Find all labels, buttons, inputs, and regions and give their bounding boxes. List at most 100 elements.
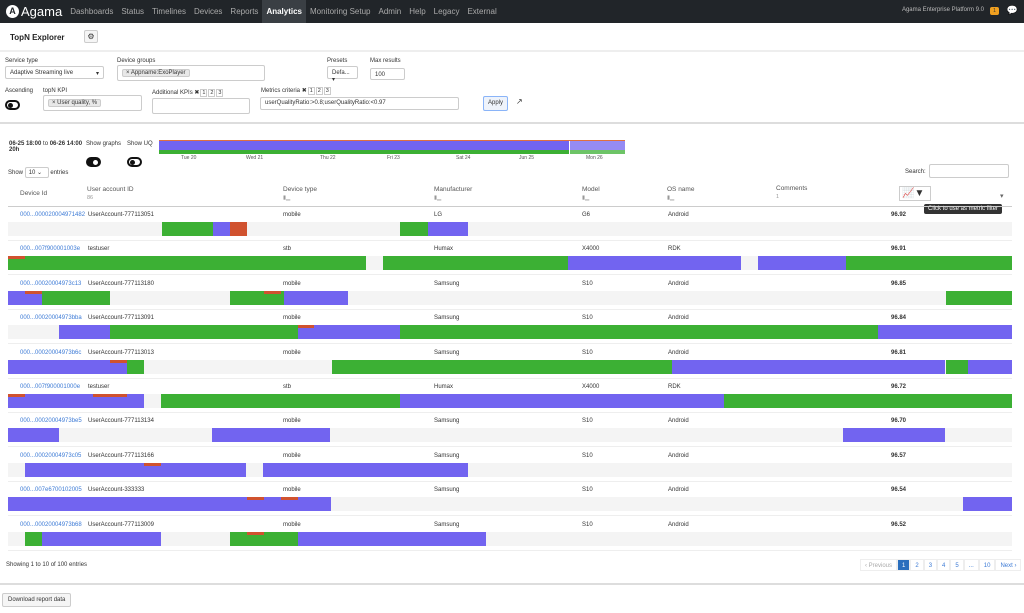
session-timeline-bar[interactable] bbox=[8, 497, 1012, 512]
clear-x-icon[interactable]: ✖ bbox=[301, 88, 307, 94]
pagination-page-3[interactable]: 3 bbox=[923, 559, 938, 571]
timeline-selection-window[interactable] bbox=[569, 141, 625, 155]
header-model[interactable]: Model ▮▁ bbox=[582, 186, 600, 201]
header-device-id[interactable]: Device Id bbox=[20, 190, 48, 197]
device-id-link[interactable]: 000...00020004973b6c bbox=[20, 349, 82, 356]
presets-select[interactable]: Defa... ▾ bbox=[327, 66, 358, 83]
nav-analytics[interactable]: Analytics bbox=[262, 0, 307, 23]
pagination-next[interactable]: Next › bbox=[995, 559, 1022, 571]
topn-kpi-tag[interactable]: × User quality, % bbox=[48, 99, 102, 107]
search-input[interactable] bbox=[929, 164, 1009, 178]
timeline-segment-bad bbox=[281, 497, 298, 501]
timeline-segment-good bbox=[332, 359, 672, 374]
device-id-link[interactable]: 000...00020004973bba bbox=[20, 315, 82, 322]
kpi-slot-1[interactable]: 1 bbox=[200, 89, 208, 97]
criteria-slot-1[interactable]: 1 bbox=[307, 87, 315, 95]
device-id-link[interactable]: 000...00020004973c13 bbox=[20, 280, 82, 287]
device-type: stb bbox=[283, 246, 292, 253]
topn-kpi-input[interactable]: × User quality, % bbox=[43, 95, 142, 111]
kpi-slot-3[interactable]: 3 bbox=[216, 89, 224, 97]
session-timeline-bar[interactable] bbox=[8, 531, 1012, 546]
pagination: ‹ Previous 1 2 3 4 5... 10 Next › bbox=[860, 559, 1022, 571]
agama-logo[interactable]: A Agama bbox=[6, 4, 62, 19]
show-uq-toggle[interactable] bbox=[127, 157, 142, 167]
header-manufacturer[interactable]: Manufacturer ▮▁ bbox=[434, 186, 472, 201]
nav-reports[interactable]: Reports bbox=[230, 7, 259, 16]
header-device-type[interactable]: Device type ▮▁ bbox=[283, 186, 317, 201]
device-id-link[interactable]: 000...007f900001003e bbox=[20, 246, 81, 253]
session-timeline-bar[interactable] bbox=[8, 256, 1012, 271]
table-row: 000...00020004973b68 UserAccount-77711300… bbox=[8, 517, 1012, 551]
service-type-select[interactable]: Adaptive Streaming live ▾ bbox=[5, 66, 104, 79]
kpi-value: 96.85 bbox=[891, 280, 907, 287]
chart-icon[interactable]: 📈 bbox=[902, 188, 915, 199]
device-id-link[interactable]: 000...007e6700102005 bbox=[20, 487, 82, 494]
pagination-page-4[interactable]: 4 bbox=[937, 559, 951, 571]
session-timeline-bar[interactable] bbox=[8, 222, 1012, 236]
os-name: RDK bbox=[668, 384, 681, 390]
pagination-page-2[interactable]: 2 bbox=[910, 559, 924, 571]
timeline-segment-mid bbox=[298, 531, 486, 546]
table-row: 000...00020004973b6c UserAccount-77711301… bbox=[8, 345, 1012, 379]
entries-select[interactable]: 10 ⌄ bbox=[24, 167, 49, 178]
manufacturer: LG bbox=[434, 212, 443, 218]
nav-status[interactable]: Status bbox=[121, 7, 145, 16]
pagination-page-5[interactable]: 5 bbox=[950, 559, 964, 571]
session-timeline-bar[interactable] bbox=[8, 394, 1012, 408]
kpi-slot-2[interactable]: 2 bbox=[208, 89, 216, 97]
device-id-link[interactable]: 000...00020004973be5 bbox=[20, 418, 82, 425]
session-timeline-bar[interactable] bbox=[8, 290, 1012, 305]
nav-external[interactable]: External bbox=[467, 7, 497, 16]
nav-admin[interactable]: Admin bbox=[378, 7, 402, 16]
pagination-previous[interactable]: ‹ Previous bbox=[860, 559, 898, 571]
device-id-link[interactable]: 000...00020004973b68 bbox=[20, 521, 82, 528]
max-results-input[interactable]: 100 bbox=[370, 68, 405, 80]
device-id-link[interactable]: 000...00020004973c05 bbox=[20, 452, 82, 459]
header-user-account[interactable]: User account ID 86 bbox=[87, 186, 134, 201]
header-comments[interactable]: Comments 1 bbox=[776, 185, 807, 200]
kpi-value: 96.54 bbox=[891, 487, 907, 494]
nav-help[interactable]: Help bbox=[409, 7, 426, 16]
pagination-page-10[interactable]: 10 bbox=[978, 559, 996, 571]
timeline-segment-mid bbox=[672, 359, 945, 374]
metrics-criteria-input[interactable]: userQualityRatio:>0.8;userQualityRatio:<… bbox=[260, 97, 459, 110]
external-link-icon[interactable]: ↗ bbox=[516, 97, 523, 106]
os-name: Android bbox=[668, 315, 689, 322]
additional-kpis-input[interactable] bbox=[152, 98, 250, 114]
session-timeline-bar[interactable] bbox=[8, 359, 1012, 374]
device-id-link[interactable]: 000...000020004971482 bbox=[20, 212, 86, 218]
device-group-tag[interactable]: × Appname:ExoPlayer bbox=[122, 69, 190, 77]
pagination-page-1[interactable]: 1 bbox=[897, 559, 911, 571]
session-timeline-bar[interactable] bbox=[8, 428, 1012, 443]
timeline-segment-mid bbox=[843, 428, 945, 443]
timeline-segment-good bbox=[230, 531, 298, 546]
chat-icon[interactable]: 💬 bbox=[1006, 5, 1018, 15]
session-timeline-bar[interactable] bbox=[8, 462, 1012, 477]
nav-timelines[interactable]: Timelines bbox=[152, 7, 186, 16]
criteria-slot-3[interactable]: 3 bbox=[323, 87, 331, 95]
user-account-id: UserAccount-777113134 bbox=[88, 418, 154, 425]
filter-icon[interactable]: ▼ bbox=[914, 188, 925, 199]
criteria-slot-2[interactable]: 2 bbox=[315, 87, 323, 95]
nav-devices[interactable]: Devices bbox=[193, 7, 223, 16]
device-id-link[interactable]: 000...007f900001000e bbox=[20, 384, 81, 390]
show-graphs-toggle[interactable] bbox=[86, 157, 101, 167]
notification-badge[interactable]: 1 bbox=[990, 7, 999, 15]
apply-button[interactable]: Apply bbox=[483, 96, 508, 111]
row-divider bbox=[8, 446, 1012, 448]
os-name: Android bbox=[668, 280, 689, 287]
header-os-name[interactable]: OS name ▮▁ bbox=[667, 186, 694, 201]
device-groups-input[interactable]: × Appname:ExoPlayer bbox=[117, 65, 265, 81]
overview-timeline[interactable] bbox=[159, 140, 625, 155]
nav-legacy[interactable]: Legacy bbox=[433, 7, 460, 16]
timeline-segment-good bbox=[42, 290, 110, 305]
session-timeline-bar[interactable] bbox=[8, 325, 1012, 340]
settings-gear-icon[interactable]: ⚙ bbox=[84, 30, 98, 43]
nav-dashboards[interactable]: Dashboards bbox=[70, 7, 114, 16]
clear-x-icon[interactable]: ✖ bbox=[194, 90, 200, 96]
download-report-button[interactable]: Download report data bbox=[2, 593, 72, 607]
sort-icon[interactable]: ▾ bbox=[1000, 193, 1004, 200]
nav-monitoring-setup[interactable]: Monitoring Setup bbox=[310, 7, 371, 16]
ascending-toggle[interactable] bbox=[5, 100, 20, 110]
show-entries: Show 10 ⌄ entries bbox=[8, 167, 68, 178]
